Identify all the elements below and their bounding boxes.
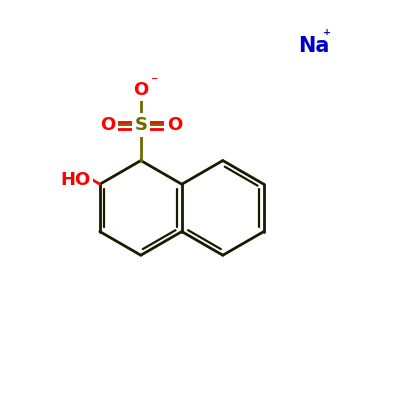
Text: O: O — [133, 81, 148, 99]
Text: HO: HO — [61, 171, 91, 189]
Text: Na: Na — [299, 36, 330, 56]
Text: S: S — [134, 116, 147, 134]
Text: ⁺: ⁺ — [323, 28, 331, 43]
Text: O: O — [100, 116, 115, 134]
Text: O: O — [167, 116, 182, 134]
Text: ⁻: ⁻ — [150, 74, 157, 88]
